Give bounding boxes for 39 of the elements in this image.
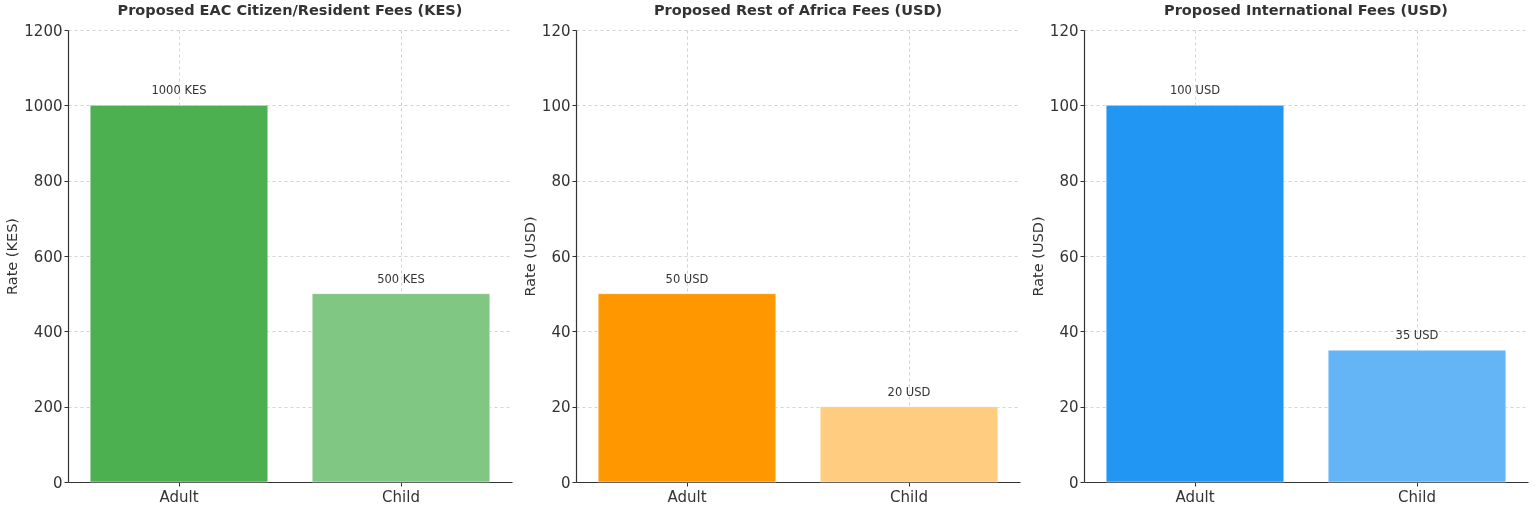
y-tick-label: 60 (1059, 247, 1079, 266)
data-label: 35 USD (1395, 328, 1439, 343)
y-tick-label: 0 (52, 473, 63, 492)
x-tick-label: Adult (667, 487, 707, 506)
data-label: 500 KES (377, 271, 425, 286)
y-tick-label: 100 (541, 96, 571, 115)
y-tick-label: 600 (33, 247, 63, 266)
data-label: 20 USD (887, 384, 931, 399)
y-tick-label: 100 (1049, 96, 1079, 115)
chart-title: Proposed EAC Citizen/Resident Fees (KES) (117, 1, 463, 18)
y-axis-title: Rate (KES) (4, 217, 21, 296)
y-axis-title: Rate (USD) (521, 216, 538, 297)
x-tick-label: Child (382, 487, 420, 506)
x-tick-label: Adult (159, 487, 199, 506)
y-tick-label: 120 (1049, 21, 1079, 40)
chart-title: Proposed International Fees (USD) (1164, 1, 1448, 18)
y-tick-label: 80 (1059, 172, 1079, 191)
y-tick-label: 800 (33, 172, 63, 191)
y-tick-label: 200 (33, 398, 63, 417)
data-label: 50 USD (665, 271, 709, 286)
data-label: 1000 KES (151, 83, 207, 98)
y-tick-label: 40 (551, 322, 571, 341)
y-tick-label: 0 (1068, 473, 1079, 492)
y-tick-label: 80 (551, 172, 571, 191)
x-tick-label: Child (1398, 487, 1436, 506)
y-tick-label: 1000 (24, 96, 63, 115)
x-tick-label: Child (890, 487, 928, 506)
y-tick-label: 0 (560, 473, 571, 492)
chart-title: Proposed Rest of Africa Fees (USD) (653, 1, 943, 18)
y-tick-label: 60 (551, 247, 571, 266)
y-tick-label: 20 (1059, 398, 1079, 417)
x-tick-label: Adult (1175, 487, 1215, 506)
y-tick-label: 120 (541, 21, 571, 40)
y-tick-label: 40 (1059, 322, 1079, 341)
y-axis-title: Rate (USD) (1029, 216, 1046, 297)
data-label: 100 USD (1169, 83, 1221, 98)
y-tick-label: 400 (33, 322, 63, 341)
y-tick-label: 20 (551, 398, 571, 417)
y-tick-label: 1200 (24, 21, 63, 40)
